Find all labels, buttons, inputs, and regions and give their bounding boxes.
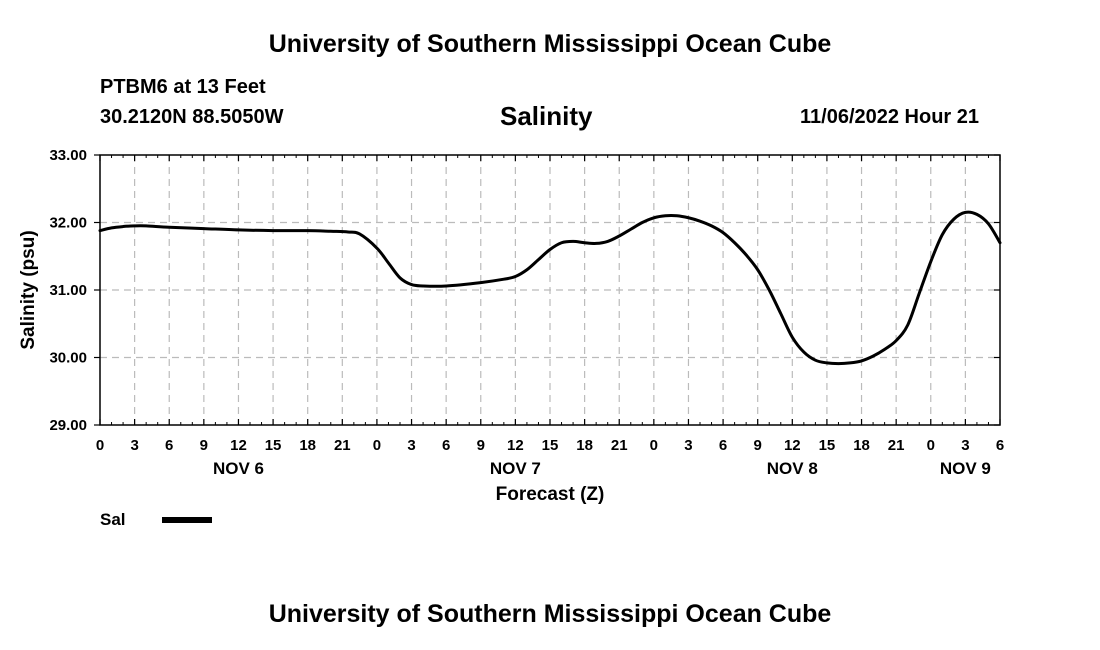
y-tick-label: 30.00 [49,350,87,367]
date-label: NOV 7 [490,459,541,478]
x-tick-label: 15 [542,437,559,454]
salinity-series-line [98,210,1002,366]
grid-layer [100,155,1000,425]
x-tick-label: 15 [819,437,836,454]
x-tick-label: 21 [888,437,905,454]
x-tick-label: 18 [853,437,870,454]
x-tick-label: 3 [684,437,692,454]
y-tick-label: 29.00 [49,417,87,434]
x-tick-label: 3 [130,437,138,454]
x-tick-label: 6 [719,437,727,454]
x-tick-label: 3 [407,437,415,454]
y-axis-title: Salinity (psu) [18,230,39,349]
x-tick-label: 12 [230,437,247,454]
tick-layer [94,154,1001,426]
x-tick-label: 18 [576,437,593,454]
x-tick-label: 12 [507,437,524,454]
date-label: NOV 6 [213,459,264,478]
footer-title: University of Southern Mississippi Ocean… [268,600,832,628]
y-tick-label: 32.00 [49,215,87,232]
y-tick-label: 33.00 [49,147,87,164]
x-tick-label: 6 [996,437,1004,454]
date-label: NOV 9 [940,459,991,478]
x-axis-title: Forecast (Z) [496,484,605,505]
chart-title: Salinity [500,101,593,131]
legend-line-swatch [162,517,212,523]
x-tick-label: 21 [334,437,351,454]
x-tick-label: 9 [477,437,485,454]
x-tick-label: 6 [165,437,173,454]
y-tick-label: 31.00 [49,282,87,299]
x-tick-label: 3 [961,437,969,454]
x-tick-label: 21 [611,437,628,454]
x-tick-label: 0 [96,437,104,454]
forecast-timestamp: 11/06/2022 Hour 21 [800,106,980,128]
legend-label: Sal [100,510,126,529]
x-tick-label: 15 [265,437,282,454]
x-tick-label: 18 [299,437,316,454]
date-label: NOV 8 [767,459,818,478]
station-coordinates: 30.2120N 88.5050W [100,106,284,128]
x-tick-label: 0 [650,437,658,454]
x-tick-label: 12 [784,437,801,454]
x-tick-label: 6 [442,437,450,454]
x-tick-label: 0 [927,437,935,454]
x-tick-label: 0 [373,437,381,454]
main-title: University of Southern Mississippi Ocean… [268,30,832,58]
label-layer: 0 3 6 9 12 15 18 21 0 3 6 9 12 15 18 21 0 3 6 9 12 15 18 21 0 3 6 2… [49,147,1004,478]
x-tick-label: 9 [754,437,762,454]
x-tick-label: 9 [200,437,208,454]
station-label: PTBM6 at 13 Feet [100,76,266,98]
